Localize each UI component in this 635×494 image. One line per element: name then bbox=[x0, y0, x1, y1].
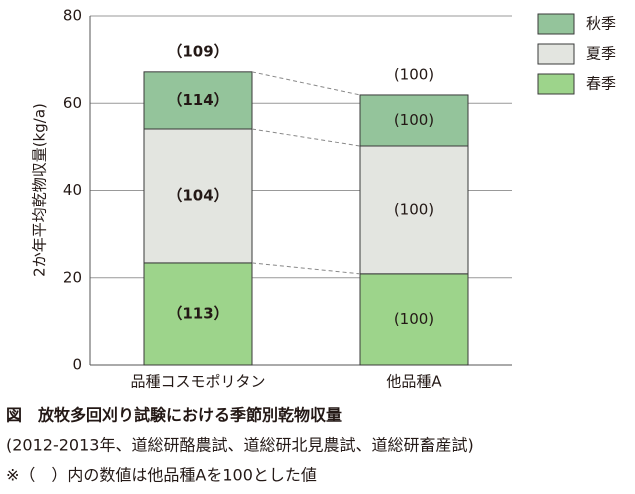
segment-label: (100) bbox=[394, 200, 434, 218]
segment-label: （104） bbox=[167, 186, 228, 204]
segment-label: (100) bbox=[394, 111, 434, 129]
legend-label: 秋季 bbox=[586, 15, 616, 33]
segment-label: (100) bbox=[394, 310, 434, 328]
x-tick-label: 他品種A bbox=[386, 373, 442, 391]
legend-label: 春季 bbox=[586, 75, 616, 93]
legend-swatch bbox=[537, 13, 575, 35]
connector bbox=[251, 262, 361, 275]
caption-title: 図 放牧多回刈り試験における季節別乾物収量 bbox=[6, 406, 342, 425]
legend-label: 夏季 bbox=[586, 45, 616, 63]
total-label: (100) bbox=[394, 65, 434, 83]
bar-segment bbox=[359, 145, 469, 275]
total-label: （109） bbox=[167, 42, 228, 60]
x-tick-label: 品種コスモポリタン bbox=[130, 373, 265, 391]
y-tick-label: 0 bbox=[72, 356, 82, 374]
segment-label: （113） bbox=[167, 304, 228, 322]
bar-segment bbox=[143, 262, 253, 366]
legend-swatch bbox=[537, 43, 575, 65]
bar-segment bbox=[143, 128, 253, 264]
connector bbox=[251, 71, 361, 96]
connector bbox=[251, 128, 361, 147]
y-tick-label: 40 bbox=[63, 181, 82, 199]
y-tick-label: 80 bbox=[63, 7, 82, 25]
bar-segment bbox=[143, 71, 253, 130]
caption-note: ※（ ）内の数値は他品種Aを100とした値 bbox=[6, 466, 317, 485]
legend-swatch bbox=[537, 73, 575, 95]
caption-source: (2012-2013年、道総研酪農試、道総研北見農試、道総研畜産試) bbox=[6, 436, 474, 455]
y-axis-label: 2か年平均乾物収量(kg/a) bbox=[31, 103, 49, 277]
y-tick-label: 20 bbox=[63, 268, 82, 286]
bar-segment bbox=[359, 94, 469, 147]
y-tick-label: 60 bbox=[63, 94, 82, 112]
segment-label: （114） bbox=[167, 91, 228, 109]
